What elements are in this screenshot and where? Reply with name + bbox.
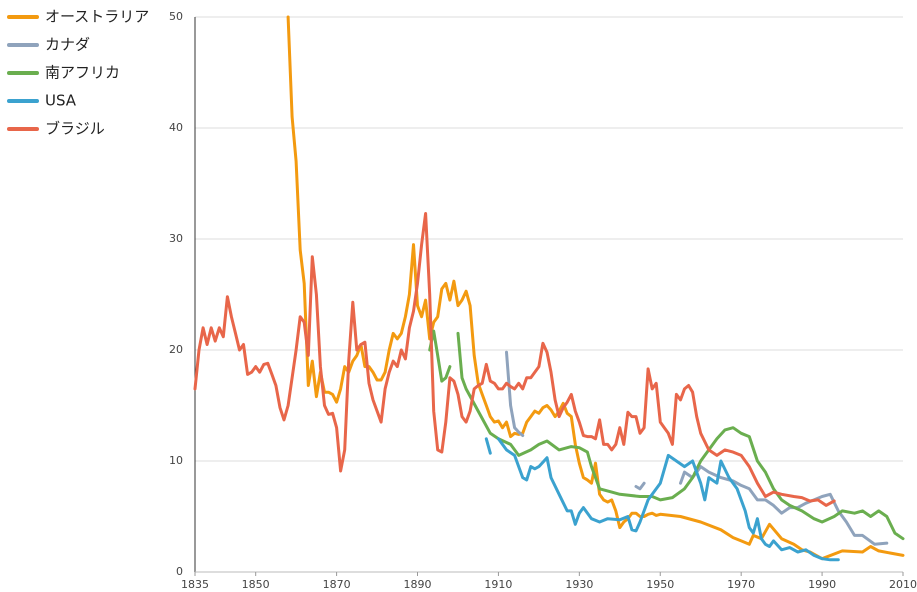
series-line — [428, 329, 905, 541]
y-tick-label: 30 — [169, 232, 183, 245]
x-tick-label: 1870 — [323, 578, 351, 591]
y-tick-label: 0 — [176, 565, 183, 578]
x-tick-label: 1910 — [484, 578, 512, 591]
series-line — [286, 15, 905, 561]
legend-label: カナダ — [45, 36, 90, 54]
y-tick-label: 10 — [169, 454, 183, 467]
y-tick-label: 50 — [169, 10, 183, 23]
x-tick-label: 1970 — [727, 578, 755, 591]
series-line — [505, 350, 889, 546]
x-tick-label: 1950 — [646, 578, 674, 591]
legend-label: 南アフリカ — [45, 64, 120, 82]
x-tick-label: 1930 — [565, 578, 593, 591]
legend-label: ブラジル — [45, 120, 105, 138]
legend-label: USA — [45, 92, 77, 110]
x-tick-label: 1850 — [242, 578, 270, 591]
series-line — [484, 437, 840, 562]
x-tick-label: 1990 — [808, 578, 836, 591]
x-tick-label: 2010 — [889, 578, 917, 591]
series-line — [193, 212, 836, 507]
y-tick-label: 40 — [169, 121, 183, 134]
x-tick-label: 1890 — [404, 578, 432, 591]
x-tick-label: 1835 — [181, 578, 209, 591]
legend-label: オーストラリア — [45, 8, 149, 26]
y-tick-label: 20 — [169, 343, 183, 356]
